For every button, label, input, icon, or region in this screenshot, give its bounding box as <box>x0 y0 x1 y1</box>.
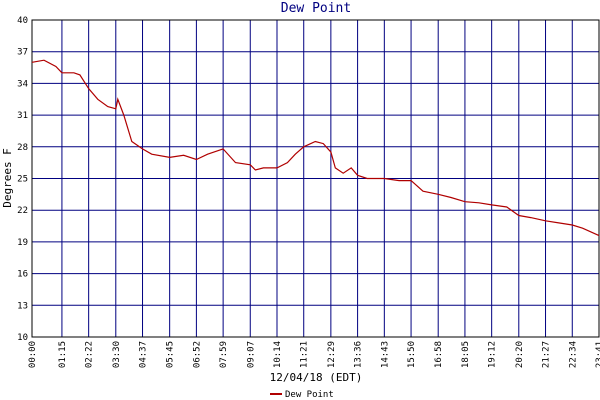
x-tick-label: 01:15 <box>58 341 68 368</box>
x-tick-label: 05:45 <box>166 341 176 368</box>
data-line <box>31 59 600 237</box>
y-tick-label: 16 <box>17 270 28 280</box>
x-tick-label: 20:20 <box>515 341 525 368</box>
x-tick-label: 09:07 <box>246 341 256 368</box>
x-tick-label: 18:05 <box>461 341 471 368</box>
x-tick-label: 14:43 <box>380 341 390 368</box>
y-tick-label: 31 <box>17 111 28 121</box>
x-tick-label: 21:27 <box>542 341 552 368</box>
x-tick-label: 19:12 <box>488 341 498 368</box>
plot-border <box>31 19 600 338</box>
x-tick-label: 02:22 <box>85 341 95 368</box>
legend-label: Dew Point <box>285 390 334 400</box>
x-tick-label: 07:59 <box>219 341 229 368</box>
y-tick-label: 19 <box>17 238 28 248</box>
x-tick-label: 16:58 <box>434 341 444 368</box>
y-tick-label: 10 <box>17 333 28 343</box>
x-tick-label: 23:41 <box>595 341 600 368</box>
x-tick-label: 00:00 <box>28 341 38 368</box>
y-tick-label: 13 <box>17 301 28 311</box>
x-tick-label: 22:34 <box>568 341 578 368</box>
y-tick-label: 22 <box>17 206 28 216</box>
x-tick-label: 10:14 <box>273 341 283 368</box>
y-axis-title: Degrees F <box>1 148 14 208</box>
x-axis-title: 12/04/18 (EDT) <box>270 371 363 384</box>
x-tick-label: 04:37 <box>139 341 149 368</box>
x-tick-label: 12:29 <box>327 341 337 368</box>
chart-title: Dew Point <box>281 1 351 16</box>
x-tick-label: 13:36 <box>354 341 364 368</box>
y-tick-label: 28 <box>17 143 28 153</box>
y-tick-label: 40 <box>17 16 28 26</box>
x-tick-label: 06:52 <box>192 341 202 368</box>
y-tick-label: 37 <box>17 48 28 58</box>
x-tick-label: 11:21 <box>300 341 310 368</box>
x-tick-label: 03:30 <box>112 341 122 368</box>
y-tick-label: 34 <box>17 79 28 89</box>
y-tick-label: 25 <box>17 175 28 185</box>
x-tick-label: 15:50 <box>407 341 417 368</box>
